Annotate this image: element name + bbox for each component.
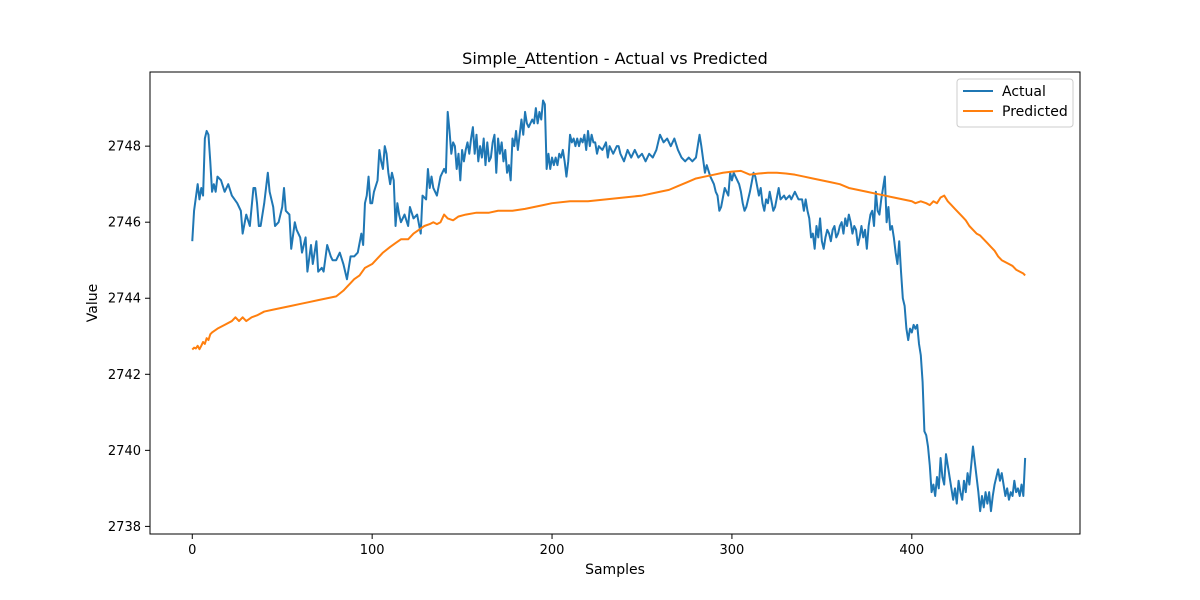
x-tick-label: 400 (899, 543, 924, 558)
y-tick-label: 2748 (108, 140, 141, 155)
y-tick-label: 2746 (108, 216, 141, 231)
chart-title: Simple_Attention - Actual vs Predicted (462, 49, 768, 69)
y-tick-label: 2744 (108, 292, 141, 307)
y-tick-label: 2742 (108, 368, 141, 383)
x-tick-label: 200 (540, 543, 565, 558)
axis-ticks: 0 100 200 300 400 2738 2740 2742 2744 2746 2748 (108, 140, 924, 558)
x-tick-label: 100 (360, 543, 385, 558)
x-axis-label: Samples (585, 562, 645, 578)
plot-frame (149, 71, 1081, 535)
y-axis-label: Value (85, 284, 101, 322)
legend-label-predicted: Predicted (1002, 104, 1068, 120)
series-line-actual (191, 99, 1027, 513)
legend: Actual Predicted (956, 78, 1074, 128)
y-tick-label: 2740 (108, 444, 141, 459)
x-tick-label: 300 (720, 543, 745, 558)
y-tick-label: 2738 (108, 520, 141, 535)
x-tick-label: 0 (188, 543, 196, 558)
plot-area (191, 99, 1027, 513)
legend-label-actual: Actual (1002, 84, 1046, 100)
series-line-predicted (191, 169, 1026, 351)
